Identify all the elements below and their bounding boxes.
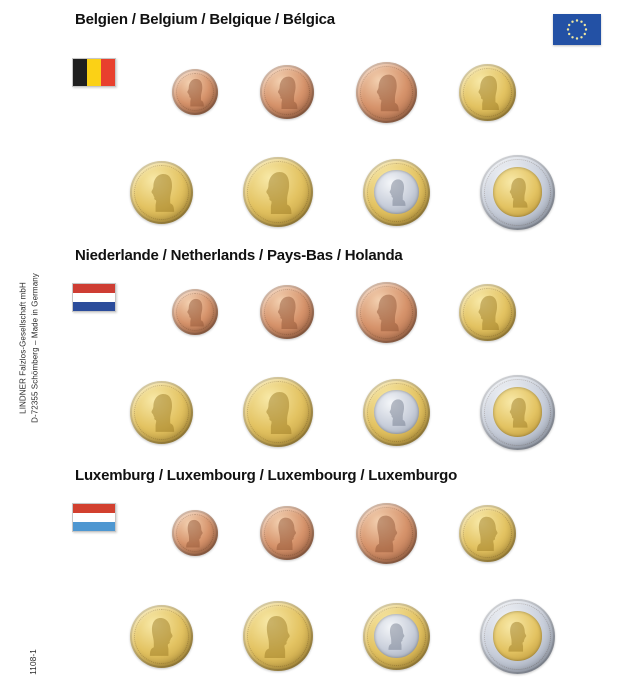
- flag-belgium: [72, 58, 116, 87]
- coin-netherlands-2-euro: [480, 374, 555, 450]
- flag-stripe: [73, 59, 87, 86]
- monarch-portrait-icon: [478, 295, 499, 330]
- coin-netherlands-5-cent: [356, 281, 417, 343]
- coin-netherlands-1-cent: [172, 289, 218, 335]
- coin-netherlands-50-cent: [243, 377, 313, 447]
- flag-stripe: [73, 513, 115, 522]
- monarch-portrait-icon: [266, 172, 292, 215]
- coin-netherlands-10-cent: [459, 283, 516, 341]
- coin-netherlands-1-euro: [363, 378, 430, 446]
- coin-row-luxembourg-1: [0, 501, 630, 565]
- coin-netherlands-20-cent: [130, 380, 193, 444]
- country-section-luxembourg: Luxemburg / Luxembourg / Luxembourg / Lu…: [0, 467, 630, 693]
- coin-belgium-5-cent: [356, 61, 417, 123]
- monarch-portrait-icon: [264, 616, 290, 659]
- coin-netherlands-2-cent: [260, 285, 314, 339]
- coin-center: [492, 611, 543, 661]
- monarch-portrait-icon: [187, 78, 204, 107]
- section-title-belgium: Belgien / Belgium / Belgique / Bélgica: [75, 11, 335, 28]
- coin-row-netherlands-2: [0, 373, 630, 451]
- coin-belgium-10-cent: [459, 63, 516, 121]
- monarch-portrait-icon: [389, 399, 406, 426]
- monarch-portrait-icon: [187, 298, 204, 327]
- coin-row-belgium-1: [0, 60, 630, 124]
- monarch-portrait-icon: [507, 621, 526, 652]
- coin-belgium-2-euro: [480, 154, 555, 230]
- coin-center: [374, 169, 419, 215]
- coin-luxembourg-1-cent: [172, 510, 218, 556]
- coin-luxembourg-50-cent: [243, 601, 313, 671]
- monarch-portrait-icon: [276, 517, 296, 551]
- eu-flag: [553, 14, 601, 45]
- flag-stripe: [73, 284, 115, 293]
- coin-row-netherlands-1: [0, 280, 630, 344]
- coin-belgium-2-cent: [260, 65, 314, 119]
- monarch-portrait-icon: [278, 76, 298, 110]
- coin-center: [374, 389, 419, 435]
- coin-luxembourg-1-euro: [363, 602, 430, 670]
- monarch-portrait-icon: [186, 519, 203, 548]
- coin-luxembourg-2-euro: [480, 598, 555, 674]
- flag-stripe: [73, 293, 115, 302]
- flag-stripe: [73, 504, 115, 513]
- monarch-portrait-icon: [476, 516, 497, 551]
- coin-row-luxembourg-2: [0, 597, 630, 675]
- monarch-portrait-icon: [278, 296, 298, 330]
- country-section-netherlands: Niederlande / Netherlands / Pays-Bas / H…: [0, 247, 630, 463]
- monarch-portrait-icon: [509, 177, 528, 208]
- flag-netherlands: [72, 283, 116, 312]
- coin-center: [492, 387, 543, 437]
- coin-center: [492, 167, 543, 217]
- eu-stars-icon: [566, 19, 588, 40]
- country-section-belgium: Belgien / Belgium / Belgique / Bélgica: [0, 11, 630, 243]
- section-title-luxembourg: Luxemburg / Luxembourg / Luxembourg / Lu…: [75, 467, 458, 484]
- coin-luxembourg-10-cent: [459, 504, 516, 562]
- coin-belgium-1-cent: [172, 69, 218, 115]
- monarch-portrait-icon: [149, 618, 172, 656]
- coin-luxembourg-2-cent: [260, 506, 314, 560]
- coin-luxembourg-20-cent: [130, 604, 193, 668]
- flag-stripe: [101, 59, 115, 86]
- monarch-portrait-icon: [151, 174, 174, 212]
- monarch-portrait-icon: [376, 294, 399, 332]
- monarch-portrait-icon: [478, 75, 499, 110]
- flag-stripe: [73, 302, 115, 311]
- monarch-portrait-icon: [151, 394, 174, 432]
- coin-belgium-50-cent: [243, 157, 313, 227]
- flag-luxembourg: [72, 503, 116, 532]
- coin-luxembourg-5-cent: [356, 502, 417, 564]
- flag-stripe: [87, 59, 101, 86]
- monarch-portrait-icon: [389, 179, 406, 206]
- coin-row-belgium-2: [0, 153, 630, 231]
- coin-center: [374, 613, 419, 659]
- coin-belgium-1-euro: [363, 158, 430, 226]
- monarch-portrait-icon: [374, 515, 397, 553]
- monarch-portrait-icon: [509, 397, 528, 428]
- monarch-portrait-icon: [376, 74, 399, 112]
- monarch-portrait-icon: [266, 392, 292, 435]
- section-title-netherlands: Niederlande / Netherlands / Pays-Bas / H…: [75, 247, 403, 264]
- coin-belgium-20-cent: [130, 160, 193, 224]
- monarch-portrait-icon: [387, 623, 404, 650]
- flag-stripe: [73, 522, 115, 531]
